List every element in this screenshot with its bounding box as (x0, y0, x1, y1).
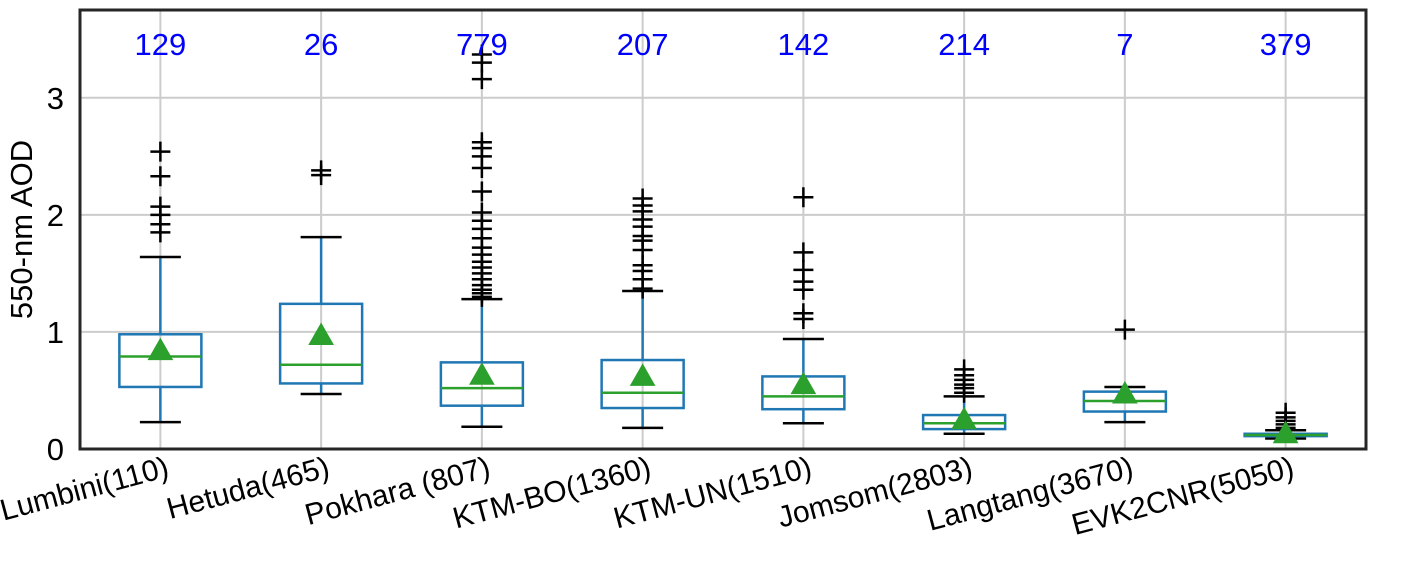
outlier-point (793, 259, 814, 280)
mean-marker (629, 363, 656, 386)
count-label: 207 (617, 27, 669, 62)
x-tick-label: Lumbini(110) (0, 451, 172, 528)
y-tick-label: 3 (47, 81, 64, 116)
count-label: 142 (778, 27, 830, 62)
mean-marker (469, 362, 495, 385)
outlier-point (150, 196, 171, 217)
outlier-point (793, 242, 814, 263)
box-iqr (278, 302, 364, 385)
box-group (278, 160, 364, 396)
count-label: 779 (456, 27, 508, 62)
y-tick-label: 0 (47, 432, 64, 467)
mean-marker (790, 371, 817, 395)
outlier-point (1275, 402, 1296, 423)
box-group (439, 44, 525, 429)
box-group (118, 141, 203, 424)
mean-marker (951, 406, 977, 430)
outlier-point (150, 141, 171, 162)
mean-marker (1272, 420, 1299, 444)
box-iqr (118, 333, 203, 389)
count-label: 129 (135, 27, 187, 62)
box-group (761, 187, 846, 425)
outlier-point (793, 303, 814, 324)
box-iqr (600, 358, 685, 410)
count-label: 7 (1116, 27, 1133, 62)
x-tick-labels: Lumbini(110)Hetuda(465)Pokhara (807)KTM-… (0, 451, 1297, 542)
count-label: 379 (1260, 27, 1312, 62)
y-tick-label: 1 (47, 315, 64, 350)
y-tick-label: 2 (47, 198, 64, 233)
box-group (600, 188, 685, 430)
box-group (921, 359, 1007, 436)
count-label: 26 (304, 27, 338, 62)
mean-marker (308, 322, 334, 345)
y-tick-labels: 0 1 2 3 (47, 81, 64, 467)
grid-lines (80, 10, 1366, 450)
mean-marker (1112, 380, 1138, 404)
outlier-point (471, 181, 492, 202)
y-axis-title: 550-nm AOD (4, 140, 39, 319)
box-group (1243, 402, 1328, 444)
outlier-point (311, 160, 332, 181)
box-group (1082, 319, 1168, 424)
count-labels: 129 26 779 207 142 214 7 379 (135, 27, 1312, 62)
outlier-point (471, 202, 492, 223)
plot-frame (78, 8, 1368, 451)
outlier-point (471, 132, 492, 153)
box-series (118, 44, 1328, 444)
outlier-point (150, 166, 171, 187)
outlier-point (793, 187, 814, 208)
outlier-point (471, 44, 492, 65)
outlier-point (1114, 319, 1135, 340)
outlier-point (632, 188, 653, 209)
count-label: 214 (938, 27, 990, 62)
mean-marker (147, 337, 174, 361)
outlier-point (954, 359, 975, 380)
